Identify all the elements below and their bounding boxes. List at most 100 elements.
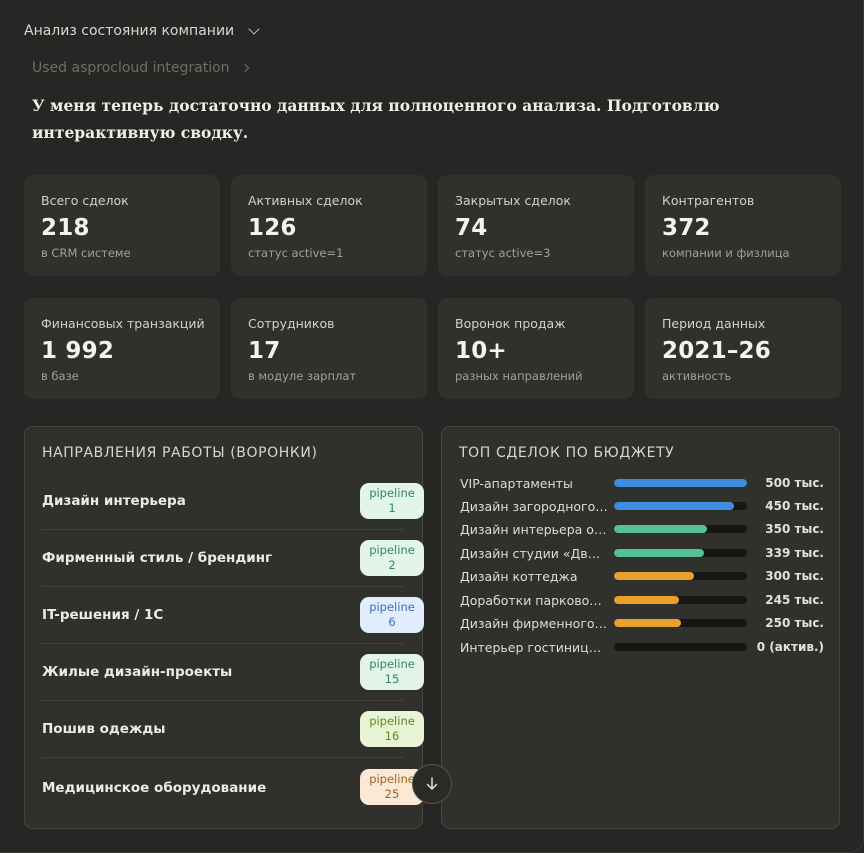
deal-name: VIP-апартаменты [460, 475, 573, 491]
deal-bar-fill [614, 596, 680, 604]
stat-card-employees: Сотрудников 17 в модуле зарплат [231, 298, 427, 399]
deal-bar-track [614, 525, 747, 533]
assistant-message-text: У меня теперь достаточно данных для полн… [32, 96, 720, 142]
stat-sub: компании и физлица [662, 246, 790, 260]
stat-value: 218 [41, 215, 90, 241]
pipeline-badge-label: pipeline [369, 714, 415, 728]
stat-card-total-deals: Всего сделок 218 в CRM системе [24, 175, 220, 276]
stat-label: Всего сделок [41, 193, 129, 208]
deal-bar-fill [614, 525, 708, 533]
scroll-to-bottom-button[interactable] [412, 764, 452, 804]
deal-bar-track [614, 596, 747, 604]
integration-toggle[interactable]: Used asprocloud integration [32, 60, 249, 76]
stat-label: Контрагентов [662, 193, 755, 208]
deal-bar-track [614, 572, 747, 580]
funnel-row: Фирменный стиль / брендинг pipeline 2 [42, 530, 424, 587]
stat-card-closed-deals: Закрытых сделок 74 статус active=3 [438, 175, 634, 276]
deal-bar-track [614, 502, 747, 510]
deal-row: Дизайн фирменного … 250 тыс. [460, 613, 824, 633]
funnel-name: Медицинское оборудование [42, 779, 267, 796]
deal-row: Интерьер гостиницы … 0 (актив.) [460, 637, 824, 657]
deal-row: Дизайн коттеджа 300 тыс. [460, 566, 824, 586]
integration-label: Used asprocloud integration [32, 60, 230, 76]
deal-bar-track [614, 643, 747, 651]
pipeline-badge-number: 1 [388, 501, 396, 515]
conversation-title: Анализ состояния компании [24, 23, 235, 39]
stat-label: Период данных [662, 316, 766, 331]
pipeline-badge: pipeline 1 [360, 483, 424, 519]
stat-label: Активных сделок [248, 193, 363, 208]
stat-sub: статус active=1 [248, 246, 344, 260]
pipeline-badge-label: pipeline [369, 657, 415, 671]
deal-row: Дизайн загородного … 450 тыс. [460, 496, 824, 516]
funnel-row: Дизайн интерьера pipeline 1 [42, 473, 424, 530]
chevron-down-icon [248, 23, 260, 35]
pipeline-badge-label: pipeline [369, 486, 415, 500]
stat-label: Воронок продаж [455, 316, 566, 331]
deal-bar-fill [614, 479, 747, 487]
deal-row: Дизайн студии «Движ» 339 тыс. [460, 543, 824, 563]
stat-sub: в базе [41, 369, 79, 383]
pipeline-badge: pipeline 15 [360, 654, 424, 690]
deal-bar-fill [614, 619, 681, 627]
funnels-panel-title: НАПРАВЛЕНИЯ РАБОТЫ (ВОРОНКИ) [42, 445, 318, 461]
pipeline-badge-number: 15 [384, 672, 400, 686]
funnel-name: Фирменный стиль / брендинг [42, 550, 273, 566]
deal-row: VIP-апартаменты 500 тыс. [460, 473, 824, 493]
deal-name: Дизайн интерьера от… [460, 521, 608, 537]
deal-bar-track [614, 619, 747, 627]
stat-card-counterparties: Контрагентов 372 компании и физлица [645, 175, 841, 276]
pipeline-badge: pipeline 16 [360, 711, 424, 747]
deal-bar-fill [614, 572, 694, 580]
stat-value: 74 [455, 215, 488, 241]
deal-name: Доработки парковой … [460, 592, 608, 608]
stat-sub: в модуле зарплат [248, 369, 357, 383]
deal-value: 245 тыс. [765, 593, 824, 607]
stat-value: 10+ [455, 338, 507, 364]
deal-value: 0 (актив.) [756, 640, 824, 654]
stat-sub: статус active=3 [455, 246, 551, 260]
funnel-row: Жилые дизайн-проекты pipeline 15 [42, 644, 424, 701]
funnels-panel: НАПРАВЛЕНИЯ РАБОТЫ (ВОРОНКИ) Дизайн инте… [24, 426, 424, 829]
deal-value: 250 тыс. [765, 616, 824, 630]
pipeline-badge-number: 16 [384, 729, 400, 743]
pipeline-badge: pipeline 6 [360, 597, 424, 633]
pipeline-badge-number: 2 [388, 558, 396, 572]
stat-card-period: Период данных 2021–26 активность [645, 298, 841, 399]
deal-name: Дизайн загородного … [460, 498, 608, 514]
stat-label: Сотрудников [248, 316, 335, 331]
stat-sub: разных направлений [455, 369, 583, 383]
funnel-name: Дизайн интерьера [42, 493, 186, 509]
deal-name: Дизайн фирменного … [460, 615, 608, 631]
funnel-row: Медицинское оборудование pipeline 25 [42, 759, 424, 816]
deal-value: 300 тыс. [765, 569, 824, 583]
chevron-right-icon [240, 63, 249, 73]
pipeline-badge-number: 25 [384, 787, 400, 801]
funnel-name: IT-решения / 1С [42, 607, 164, 623]
stat-label: Финансовых транзакций [41, 316, 205, 331]
pipeline-badge-label: pipeline [369, 543, 415, 557]
deal-value: 450 тыс. [765, 499, 824, 513]
deal-row: Доработки парковой … 245 тыс. [460, 590, 824, 610]
stat-card-transactions: Финансовых транзакций 1 992 в базе [24, 298, 220, 399]
stat-card-funnels: Воронок продаж 10+ разных направлений [438, 298, 634, 399]
deal-value: 350 тыс. [765, 522, 824, 536]
conversation-title-menu[interactable]: Анализ состояния компании [24, 20, 260, 42]
deal-value: 339 тыс. [765, 546, 824, 560]
deal-name: Дизайн коттеджа [460, 568, 578, 584]
deal-name: Интерьер гостиницы … [460, 639, 608, 655]
pipeline-badge-label: pipeline [369, 772, 415, 786]
deal-bar-fill [614, 549, 705, 557]
top-deals-panel: ТОП СДЕЛОК ПО БЮДЖЕТУ VIP-апартаменты 50… [441, 426, 840, 829]
deal-bar-track [614, 479, 747, 487]
stat-value: 1 992 [41, 338, 115, 364]
funnel-name: Жилые дизайн-проекты [42, 664, 233, 680]
stat-label: Закрытых сделок [455, 193, 571, 208]
stat-value: 2021–26 [662, 338, 771, 364]
stat-value: 17 [248, 338, 281, 364]
deal-value: 500 тыс. [765, 476, 824, 490]
pipeline-badge: pipeline 2 [360, 540, 424, 576]
deal-bar-fill [614, 502, 734, 510]
pipeline-badge-number: 6 [388, 615, 396, 629]
deal-name: Дизайн студии «Движ» [460, 545, 608, 561]
